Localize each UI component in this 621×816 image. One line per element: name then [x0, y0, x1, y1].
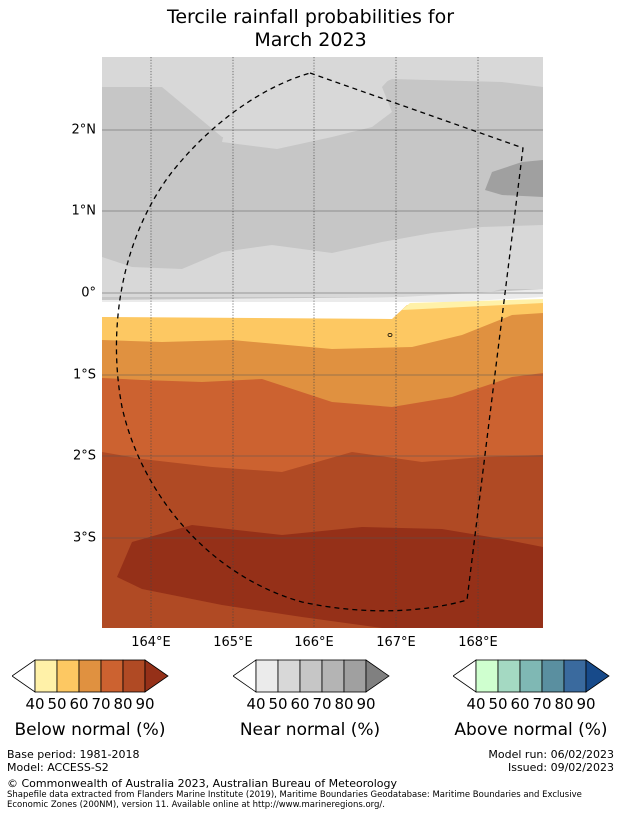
above-colorbar-bin-2 [519, 659, 543, 693]
above-tick-90: 90 [576, 695, 596, 713]
below-tick-80: 80 [113, 695, 133, 713]
near-normal-50-strip [102, 289, 543, 302]
colorbar-above-normal [453, 659, 610, 693]
probability-map [102, 57, 543, 628]
below-normal-100-region [117, 525, 543, 628]
lat-label-3s: 3°S [72, 530, 96, 546]
below-colorbar-bin-3 [100, 659, 124, 693]
above-tick-40: 40 [466, 695, 486, 713]
lat-label-1n: 1°N [71, 203, 97, 219]
map-title: Tercile rainfall probabilities for March… [0, 6, 621, 52]
below-normal-90-region-south [102, 592, 374, 628]
colorbar-below-normal [12, 659, 169, 693]
lon-label-167e: 167°E [376, 635, 416, 650]
island-marker [387, 332, 393, 337]
above-colorbar-max-arrow [585, 659, 610, 693]
lat-label-0: 0° [81, 285, 96, 301]
colorbar-below-title: Below normal (%) [14, 720, 166, 740]
title-line-1: Tercile rainfall probabilities for [166, 6, 455, 28]
lat-label-1s: 1°S [72, 367, 96, 383]
below-normal-50-strip [402, 299, 543, 310]
title-line-2: March 2023 [254, 29, 367, 51]
below-colorbar-min-arrow [12, 659, 36, 693]
model-name: Model: ACCESS-S2 [7, 761, 109, 774]
colorbar-near-normal [233, 659, 390, 693]
near-tick-70: 70 [312, 695, 332, 713]
colorbar-above-title: Above normal (%) [454, 720, 608, 740]
issued-date: Issued: 09/02/2023 [507, 761, 614, 774]
near-normal-60-region-top [222, 57, 402, 149]
above-tick-70: 70 [532, 695, 552, 713]
near-tick-80: 80 [334, 695, 354, 713]
below-colorbar-bin-0 [34, 659, 58, 693]
near-colorbar-bin-4 [343, 659, 367, 693]
below-colorbar-max-arrow [144, 659, 169, 693]
shapefile-credit: Shapefile data extracted from Flanders M… [7, 790, 582, 810]
lat-label-2n: 2°N [71, 122, 97, 138]
below-tick-40: 40 [25, 695, 45, 713]
above-colorbar-bin-4 [563, 659, 587, 693]
lon-label-164e: 164°E [131, 635, 171, 650]
near-colorbar-bin-1 [277, 659, 301, 693]
lon-label-166e: 166°E [294, 635, 334, 650]
below-tick-50: 50 [47, 695, 67, 713]
below-tick-70: 70 [91, 695, 111, 713]
near-tick-60: 60 [290, 695, 310, 713]
copyright-notice: © Commonwealth of Australia 2023, Austra… [7, 777, 397, 790]
above-colorbar-bin-3 [541, 659, 565, 693]
above-tick-60: 60 [510, 695, 530, 713]
map-gridlines [102, 129, 543, 539]
near-normal-60-region-south [102, 225, 543, 297]
near-colorbar-bin-3 [321, 659, 345, 693]
below-colorbar-bin-4 [122, 659, 146, 693]
above-colorbar-bin-0 [475, 659, 499, 693]
below-colorbar-bin-1 [56, 659, 80, 693]
lat-label-2s: 2°S [72, 448, 96, 464]
near-tick-40: 40 [246, 695, 266, 713]
map-canvas [102, 57, 543, 628]
model-run-date: Model run: 06/02/2023 [488, 748, 614, 761]
above-tick-80: 80 [554, 695, 574, 713]
above-tick-50: 50 [488, 695, 508, 713]
above-colorbar-min-arrow [453, 659, 477, 693]
base-period: Base period: 1981-2018 [7, 748, 140, 761]
colorbar-near-title: Near normal (%) [239, 720, 381, 740]
below-tick-90: 90 [135, 695, 155, 713]
near-normal-80-region [485, 160, 543, 197]
near-colorbar-bin-0 [255, 659, 279, 693]
above-colorbar-bin-1 [497, 659, 521, 693]
near-colorbar-bin-2 [299, 659, 323, 693]
near-colorbar-min-arrow [233, 659, 257, 693]
eez-boundary-outline [115, 72, 524, 612]
near-tick-50: 50 [268, 695, 288, 713]
near-colorbar-max-arrow [365, 659, 390, 693]
near-tick-90: 90 [356, 695, 376, 713]
lon-label-168e: 168°E [458, 635, 498, 650]
below-colorbar-bin-2 [78, 659, 102, 693]
lon-label-165e: 165°E [213, 635, 253, 650]
below-tick-60: 60 [69, 695, 89, 713]
